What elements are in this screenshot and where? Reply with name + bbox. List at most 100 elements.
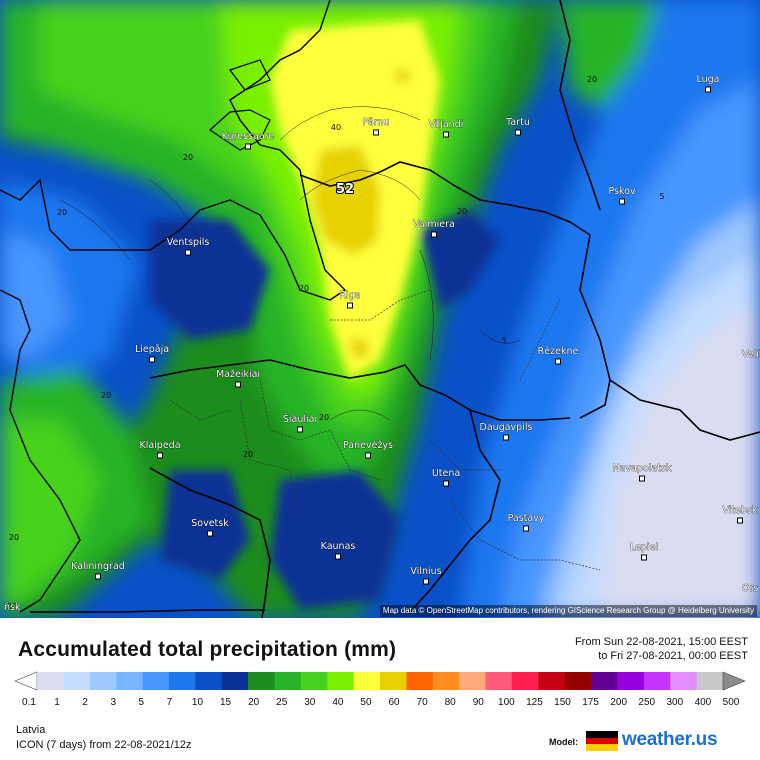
city-dot: [297, 426, 303, 433]
city-marker: Valmiera: [413, 219, 455, 238]
legend-tick-label: 20: [248, 697, 260, 708]
city-dot: [443, 131, 449, 138]
legend-swatch: [380, 672, 407, 690]
contour-line: [329, 409, 391, 421]
country-borders: [0, 0, 760, 618]
legend-tick-label: 80: [444, 697, 456, 708]
contour-label: 20: [243, 450, 253, 459]
legend-tick-label: 30: [304, 697, 316, 708]
city-dot: [365, 452, 371, 459]
edge-city-label: ńsk: [4, 602, 21, 613]
legend-right-arrow: [722, 671, 746, 691]
legend-swatch: [485, 672, 513, 690]
german-flag-icon: [586, 731, 618, 751]
city-label: Daugavpils: [480, 422, 533, 433]
contour-line: [149, 179, 201, 241]
legend-tick-label: 125: [526, 697, 543, 708]
city-marker: Ventspils: [166, 237, 210, 256]
legend-tick-label: 5: [138, 697, 145, 708]
city-marker: Kaunas: [320, 541, 356, 560]
city-label: Panevėžys: [343, 440, 393, 451]
city-dot: [431, 231, 437, 238]
city-marker: Daugavpils: [479, 422, 533, 441]
city-dot: [157, 452, 163, 459]
city-dot: [245, 143, 251, 150]
city-marker: Vilnius: [410, 566, 442, 585]
period-from: From Sun 22-08-2021, 15:00 EEST: [574, 636, 748, 648]
contour-label: 20: [457, 207, 467, 216]
legend-left-arrow: [14, 671, 38, 691]
city-label: Klaipeda: [139, 440, 180, 451]
city-dot: [185, 249, 191, 256]
city-marker: Liepāja: [135, 344, 169, 363]
legend-swatch: [643, 672, 671, 690]
city-dot: [235, 381, 241, 388]
city-marker: Viljandi: [428, 119, 464, 138]
city-dot: [423, 578, 429, 585]
legend-tick-label: 1: [54, 697, 60, 708]
model-run: ICON (7 days) from 22-08-2021/12z: [16, 739, 192, 751]
city-marker: Kuressaare: [221, 131, 275, 150]
contour-label: 20: [319, 413, 329, 422]
legend-tick-label: 7: [166, 697, 173, 708]
legend-tick-label: 500: [722, 697, 740, 708]
contour-label: 20: [7, 602, 17, 611]
contour-line: [419, 249, 434, 361]
contour-label: 40: [331, 123, 341, 132]
city-marker: Pskov: [608, 186, 636, 205]
city-dot: [705, 86, 711, 93]
city-label: Ventspils: [167, 237, 210, 248]
legend-swatch: [116, 672, 143, 690]
region-name: Latvia: [16, 724, 46, 736]
legend-swatch: [37, 672, 64, 690]
legend-swatch: [353, 672, 381, 690]
precipitation-map[interactable]: 40 20 20 20 20 20 5 20 20 20 20 20 5 Velik Ors ńsk Kur…: [0, 0, 760, 618]
contour-label: 20: [9, 533, 19, 542]
legend-tick-label: 400: [694, 697, 712, 708]
city-label: Pskov: [608, 186, 635, 197]
legend-swatch: [168, 672, 196, 690]
city-marker: Sovetsk: [191, 518, 230, 537]
legend-swatch: [511, 672, 539, 690]
legend-swatch: [221, 672, 249, 690]
legend-tick-label: 90: [472, 697, 484, 708]
contour-label: 20: [57, 208, 67, 217]
map-attribution: Map data © OpenStreetMap contributors, r…: [379, 605, 757, 617]
city-dot: [555, 358, 561, 365]
contour-label: 20: [183, 153, 193, 162]
legend-swatch: [248, 672, 275, 690]
chart-title: Accumulated total precipitation (mm): [18, 638, 397, 661]
city-marker: Šiauliai: [283, 413, 317, 433]
city-dot: [641, 554, 647, 561]
city-label: Lepiel: [630, 542, 658, 553]
city-label: Luga: [697, 74, 720, 85]
legend-swatch: [696, 672, 724, 690]
contour-label: 5: [659, 192, 664, 201]
color-legend: [0, 670, 760, 692]
city-dot: [443, 480, 449, 487]
city-marker: Mažeikiai: [216, 369, 260, 388]
contour-line: [299, 169, 421, 201]
contour-line: [479, 329, 521, 344]
contour-line: [279, 106, 421, 141]
city-label: Valmiera: [413, 219, 455, 230]
contour-label: 20: [587, 75, 597, 84]
city-label: Kuressaare: [222, 131, 275, 142]
city-marker: Tartu: [505, 117, 530, 136]
precip-field: [0, 0, 760, 618]
city-marker: Klaipeda: [139, 440, 181, 459]
city-label: Riga: [339, 290, 360, 301]
city-marker: Kaliningrad: [71, 561, 125, 580]
city-marker: Panevėžys: [343, 440, 393, 459]
city-marker: Riga: [339, 290, 361, 309]
edge-city-label: Ors: [742, 583, 758, 594]
legend-tick-label: 40: [332, 697, 344, 708]
legend-tick-label: 70: [416, 697, 428, 708]
legend-swatch: [63, 672, 91, 690]
legend-tick-label: 100: [498, 697, 515, 708]
city-marker: Utena: [432, 468, 460, 487]
city-markers: Kuressaare Pärnu Viljandi Tartu Luga Pskov Ven…: [71, 74, 758, 585]
period-to: to Fri 27-08-2021, 00:00 EEST: [598, 650, 748, 662]
admin-borders: [169, 289, 601, 571]
brand-logo[interactable]: weather.us: [622, 729, 718, 750]
